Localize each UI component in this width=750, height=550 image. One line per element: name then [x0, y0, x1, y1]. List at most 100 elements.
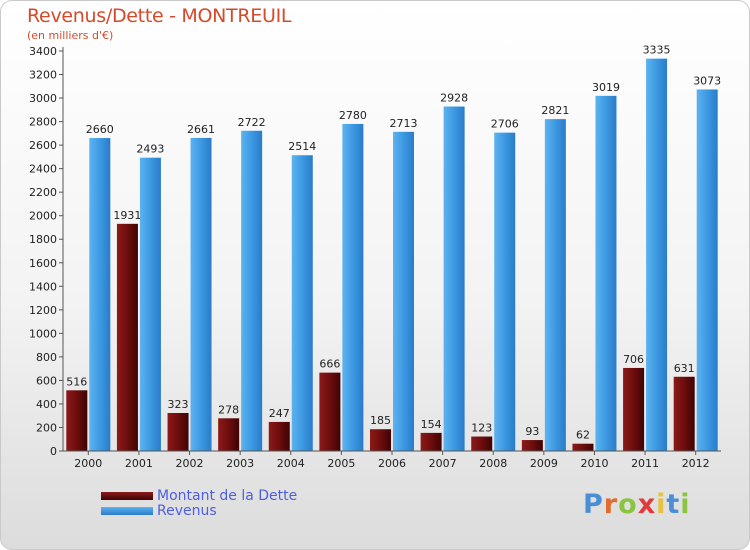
- y-tick-label: 2200: [29, 186, 57, 199]
- chart-legend: Montant de la Dette Revenus: [101, 487, 298, 519]
- bar-revenue: [342, 123, 364, 452]
- bar-revenue: [139, 157, 161, 452]
- y-tick-label: 0: [50, 445, 57, 458]
- chart-subtitle: (en milliers d'€): [27, 29, 114, 42]
- logo-letter: i: [680, 489, 691, 520]
- x-tick-label: 2006: [378, 457, 406, 470]
- x-tick-label: 2004: [277, 457, 305, 470]
- data-label-debt: 62: [576, 429, 590, 442]
- y-tick-label: 1000: [29, 327, 57, 340]
- x-tick-label: 2009: [530, 457, 558, 470]
- bar-revenue: [291, 155, 313, 451]
- bar-debt: [521, 440, 543, 451]
- data-label-debt: 185: [370, 414, 391, 427]
- data-label-revenue: 2514: [288, 140, 316, 153]
- bar-revenue: [494, 132, 516, 451]
- y-tick-label: 1200: [29, 304, 57, 317]
- x-tick-label: 2012: [682, 457, 710, 470]
- x-tick-label: 2003: [226, 457, 254, 470]
- legend-swatch-debt: [101, 491, 153, 500]
- data-label-revenue: 2660: [86, 123, 114, 136]
- data-label-revenue: 2661: [187, 123, 215, 136]
- x-tick-label: 2000: [74, 457, 102, 470]
- data-label-revenue: 3019: [592, 81, 620, 94]
- bar-revenue: [646, 58, 668, 451]
- legend-label-debt: Montant de la Dette: [157, 487, 298, 504]
- data-label-debt: 706: [623, 353, 644, 366]
- logo-letter: x: [637, 489, 657, 520]
- bar-revenue: [89, 138, 111, 451]
- data-label-debt: 123: [471, 422, 492, 435]
- data-label-revenue: 2821: [541, 104, 569, 117]
- y-tick-label: 3400: [29, 45, 57, 58]
- y-tick-label: 600: [36, 374, 57, 387]
- bar-debt: [218, 418, 240, 451]
- bar-debt: [420, 432, 442, 451]
- y-tick-label: 1400: [29, 280, 57, 293]
- y-tick-label: 800: [36, 351, 57, 364]
- logo-letter: t: [666, 489, 681, 520]
- y-tick-label: 3200: [29, 69, 57, 82]
- bar-debt: [66, 390, 88, 451]
- logo-letter: o: [618, 489, 638, 520]
- legend-swatch-revenue: [101, 506, 153, 515]
- bar-debt: [370, 429, 391, 451]
- bar-chart: 0 200 400 600 800 1000 1200 1400 1600 1800 2000 220…: [29, 44, 721, 470]
- y-tick-label: 2600: [29, 139, 57, 152]
- y-tick-label: 1600: [29, 257, 57, 270]
- bar-revenue: [190, 137, 212, 452]
- y-tick-label: 2400: [29, 163, 57, 176]
- data-label-revenue: 2780: [339, 109, 367, 122]
- bar-revenue: [595, 95, 617, 451]
- legend-item-debt: Montant de la Dette: [101, 487, 298, 504]
- bar-revenue: [696, 89, 718, 452]
- data-label-debt: 93: [525, 425, 539, 438]
- bar-revenue: [241, 130, 263, 451]
- bar-revenue: [393, 131, 414, 451]
- data-label-debt: 1931: [113, 209, 141, 222]
- logo-letter: r: [603, 489, 619, 520]
- data-label-revenue: 3073: [693, 74, 721, 87]
- legend-item-revenue: Revenus: [101, 502, 297, 519]
- y-tick-label: 400: [36, 398, 57, 411]
- x-tick-label: 2001: [125, 457, 153, 470]
- x-tick-label: 2005: [327, 457, 355, 470]
- data-label-revenue: 2722: [238, 116, 266, 129]
- x-tick-label: 2008: [479, 457, 507, 470]
- bar-debt: [319, 372, 341, 451]
- proxiti-logo: Proxiti: [583, 489, 691, 520]
- bar-debt: [471, 436, 493, 451]
- bar-debt: [116, 223, 138, 451]
- bar-revenue: [544, 119, 566, 451]
- y-tick-label: 2800: [29, 116, 57, 129]
- data-label-revenue: 2493: [136, 143, 164, 156]
- data-label-revenue: 2706: [491, 118, 519, 131]
- data-label-debt: 247: [269, 407, 290, 420]
- data-label-debt: 516: [66, 375, 87, 388]
- logo-letter: P: [583, 489, 604, 520]
- bar-debt: [167, 413, 189, 451]
- logo-letter: i: [656, 489, 667, 520]
- data-label-debt: 278: [218, 403, 239, 416]
- y-tick-label: 2000: [29, 210, 57, 223]
- y-tick-label: 1800: [29, 233, 57, 246]
- y-tick-label: 200: [36, 421, 57, 434]
- bar-debt: [572, 443, 594, 451]
- x-tick-label: 2011: [631, 457, 659, 470]
- legend-label-revenue: Revenus: [157, 502, 217, 519]
- data-label-revenue: 3335: [643, 44, 671, 57]
- chart-title: Revenus/Dette - MONTREUIL: [27, 5, 292, 27]
- x-tick-label: 2007: [429, 457, 457, 470]
- data-label-debt: 631: [674, 362, 695, 375]
- data-label-debt: 323: [168, 398, 189, 411]
- x-tick-label: 2002: [176, 457, 204, 470]
- data-label-debt: 154: [421, 418, 442, 431]
- bar-debt: [673, 376, 695, 451]
- data-label-revenue: 2928: [440, 92, 468, 105]
- y-tick-label: 3000: [29, 92, 57, 105]
- bar-revenue: [443, 106, 465, 451]
- bar-debt: [268, 421, 290, 451]
- x-tick-label: 2010: [580, 457, 608, 470]
- data-label-debt: 666: [319, 358, 340, 371]
